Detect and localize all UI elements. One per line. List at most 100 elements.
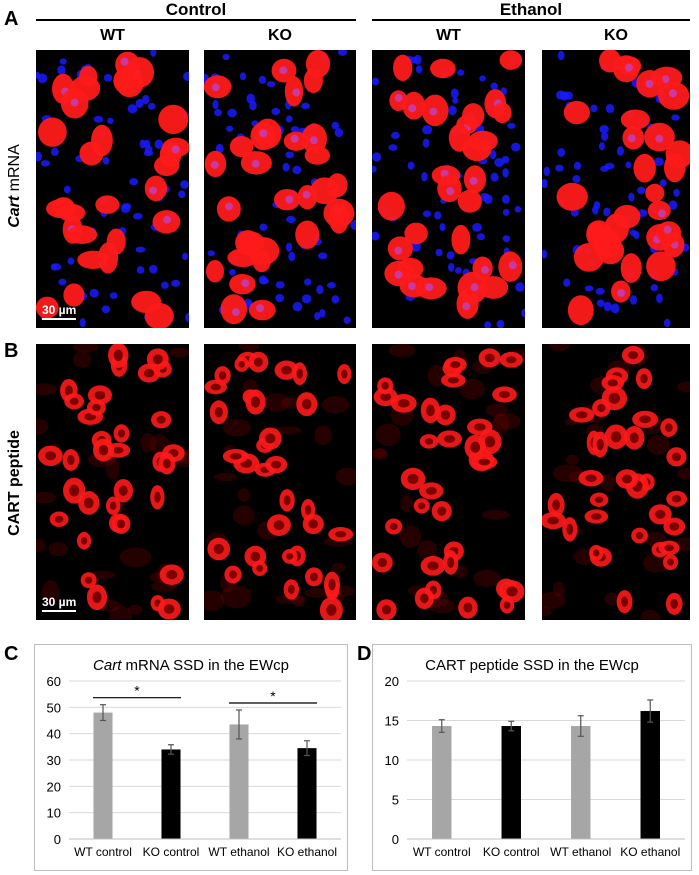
nucleus-dot xyxy=(584,285,594,292)
nucleus-dot xyxy=(557,50,565,61)
nucleus-overlap xyxy=(259,129,268,138)
nucleus-dot xyxy=(214,108,222,117)
nucleus-dot xyxy=(489,149,497,160)
panel-letter-c: C xyxy=(4,643,19,665)
nucleus-dot xyxy=(372,152,382,162)
neuron-nucleus xyxy=(597,403,606,413)
nucleus-overlap xyxy=(394,270,403,279)
nucleus-overlap xyxy=(645,79,654,88)
y-tick-label: 10 xyxy=(385,753,399,768)
nucleus-dot xyxy=(334,128,344,138)
neuron-nucleus xyxy=(210,383,221,391)
nucleus-overlap xyxy=(429,107,438,116)
nucleus-dot xyxy=(668,200,678,210)
nucleus-dot xyxy=(629,295,638,305)
cell-field xyxy=(372,50,525,328)
neuron-nucleus xyxy=(566,523,574,535)
nucleus-dot xyxy=(457,69,465,76)
y-tick-label: 60 xyxy=(47,674,61,689)
nucleus-dot xyxy=(455,267,462,274)
background-haze xyxy=(604,592,619,605)
nucleus-dot xyxy=(107,117,114,125)
nucleus-dot xyxy=(448,262,455,272)
nucleus-dot xyxy=(282,162,290,172)
neuron-nucleus xyxy=(397,399,410,408)
background-haze xyxy=(601,474,615,492)
neuron-soma xyxy=(596,237,625,265)
nucleus-dot xyxy=(450,88,459,99)
neuron-nucleus xyxy=(670,598,678,609)
neuron-nucleus xyxy=(596,438,604,451)
nucleus-dot xyxy=(600,131,609,141)
neuron-nucleus xyxy=(607,379,618,387)
nucleus-dot xyxy=(67,257,75,265)
neuron-nucleus xyxy=(671,452,682,462)
nucleus-dot xyxy=(135,98,144,108)
neuron-soma xyxy=(154,155,180,176)
nucleus-overlap xyxy=(251,159,260,168)
nucleus-dot xyxy=(673,188,680,197)
neuron-nucleus xyxy=(418,502,426,510)
panel-letter-b: B xyxy=(4,340,19,362)
neuron-nucleus xyxy=(440,410,451,420)
bar xyxy=(501,726,521,839)
nucleus-dot xyxy=(372,165,377,173)
neuron-nucleus xyxy=(591,513,602,520)
neuron-nucleus xyxy=(443,435,456,443)
micrograph-mrna-ethanol-ko xyxy=(542,50,690,328)
nucleus-dot xyxy=(304,278,312,286)
x-tick-label: KO ethanol xyxy=(277,845,337,859)
neuron-nucleus xyxy=(425,487,437,495)
neuron-soma xyxy=(205,260,225,283)
neuron-soma xyxy=(646,251,676,282)
cell-field xyxy=(372,344,525,620)
background-haze xyxy=(237,488,250,502)
nucleus-dot xyxy=(135,246,146,253)
background-haze xyxy=(335,467,356,486)
background-haze xyxy=(542,592,566,609)
nucleus-dot xyxy=(226,125,234,132)
nucleus-dot xyxy=(109,292,118,299)
group-ethanol-label: Ethanol xyxy=(499,0,563,19)
group-control-label: Control xyxy=(165,0,227,19)
chart-c-title: Cart mRNA SSD in the EWcp xyxy=(35,657,347,674)
nucleus-overlap xyxy=(663,225,672,234)
nucleus-dot xyxy=(515,282,525,292)
y-tick-label: 20 xyxy=(385,674,399,689)
nucleus-dot xyxy=(266,81,276,88)
cell-field xyxy=(542,50,690,328)
neuron-nucleus xyxy=(250,551,261,562)
neuron-nucleus xyxy=(447,376,459,384)
chart-c-title-italic: Cart xyxy=(93,657,122,674)
nucleus-dot xyxy=(132,212,143,220)
neuron-soma xyxy=(97,242,119,274)
background-haze xyxy=(492,413,509,436)
background-haze xyxy=(119,547,152,568)
nucleus-dot xyxy=(483,194,493,205)
x-tick-label: KO ethanol xyxy=(620,845,680,859)
nucleus-overlap xyxy=(171,145,180,154)
nucleus-dot xyxy=(659,179,667,187)
row-label-cart-italic: Cart xyxy=(6,195,23,228)
neuron-soma xyxy=(327,173,348,198)
nucleus-dot xyxy=(285,151,295,159)
y-tick-label: 0 xyxy=(392,832,399,847)
nucleus-dot xyxy=(656,293,663,304)
nucleus-dot xyxy=(292,301,303,312)
nucleus-dot xyxy=(101,305,111,314)
scale-bar-line xyxy=(42,318,76,320)
neuron-soma xyxy=(303,68,323,93)
neuron-nucleus xyxy=(478,458,491,466)
neuron-nucleus xyxy=(655,509,666,519)
nucleus-dot xyxy=(490,172,499,182)
nucleus-dot xyxy=(227,108,237,118)
neuron-nucleus xyxy=(585,474,597,482)
nucleus-dot xyxy=(671,114,680,121)
nucleus-dot xyxy=(171,279,181,287)
background-haze xyxy=(41,580,60,605)
nucleus-dot xyxy=(590,104,598,113)
neuron-soma xyxy=(328,203,350,234)
nucleus-dot xyxy=(300,102,311,110)
chart-d-title: CART peptide SSD in the EWcp xyxy=(425,657,639,674)
neuron-soma xyxy=(144,302,174,328)
